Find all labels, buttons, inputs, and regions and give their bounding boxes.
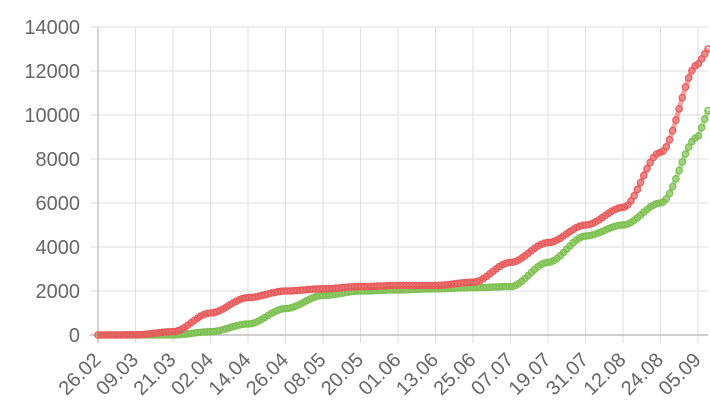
- series-1: [94, 106, 710, 339]
- data-point: [700, 115, 709, 123]
- y-tick-label: 2000: [36, 281, 81, 303]
- data-point: [668, 182, 677, 191]
- data-point: [704, 45, 710, 53]
- data-point: [672, 116, 680, 124]
- data-point: [665, 189, 674, 198]
- x-tick-label: 13.06: [392, 349, 443, 400]
- x-tick-label: 24.08: [617, 349, 668, 400]
- x-tick-label: 26.02: [55, 349, 106, 400]
- series-layer: [94, 45, 710, 339]
- x-tick-label: 12.08: [580, 349, 631, 400]
- data-point: [665, 135, 674, 144]
- x-tick-label: 02.04: [167, 349, 218, 400]
- data-point: [678, 158, 687, 166]
- data-point: [684, 74, 693, 82]
- y-tick-label: 12000: [24, 61, 80, 83]
- data-point: [684, 143, 693, 151]
- x-tick-label: 07.07: [467, 349, 518, 400]
- data-point: [627, 197, 635, 205]
- data-point: [704, 106, 710, 115]
- x-tick-label: 08.05: [280, 349, 331, 400]
- data-point: [694, 132, 703, 140]
- x-tick-label: 05.09: [655, 349, 706, 400]
- y-tick-label: 6000: [36, 193, 81, 215]
- y-tick-label: 0: [69, 325, 80, 347]
- data-point: [662, 143, 671, 151]
- data-point: [630, 191, 639, 200]
- data-point: [639, 171, 648, 180]
- x-tick-label: 19.07: [505, 349, 556, 400]
- data-point: [662, 195, 671, 203]
- data-point: [675, 166, 683, 175]
- y-tick-label: 8000: [36, 149, 81, 171]
- x-tick-label: 20.05: [317, 349, 368, 400]
- data-point: [668, 126, 677, 135]
- x-tick-label: 01.06: [355, 349, 406, 400]
- series-0: [94, 45, 710, 339]
- x-tick-label: 14.04: [205, 349, 256, 400]
- x-tick-label: 26.04: [242, 349, 293, 400]
- data-point: [697, 123, 706, 132]
- gridlines: [90, 26, 708, 343]
- data-point: [681, 83, 690, 91]
- data-point: [678, 93, 687, 102]
- axes: [90, 27, 708, 343]
- y-tick-labels: 0 2000 4000 6000 8000 10000 12000 14000: [24, 17, 80, 347]
- data-point: [636, 178, 645, 187]
- x-tick-label: 25.06: [430, 349, 481, 400]
- data-point: [643, 164, 651, 173]
- y-tick-label: 10000: [24, 105, 80, 127]
- x-tick-labels: 26.0209.0321.0302.0414.0426.0408.0520.05…: [55, 349, 706, 400]
- data-point: [672, 175, 680, 183]
- data-point: [675, 105, 683, 113]
- x-tick-label: 31.07: [542, 349, 593, 400]
- data-point: [633, 185, 642, 194]
- x-tick-label: 21.03: [130, 349, 181, 400]
- x-tick-label: 09.03: [92, 349, 143, 400]
- data-point: [681, 150, 690, 158]
- y-tick-label: 4000: [36, 237, 81, 259]
- y-tick-label: 14000: [24, 17, 80, 39]
